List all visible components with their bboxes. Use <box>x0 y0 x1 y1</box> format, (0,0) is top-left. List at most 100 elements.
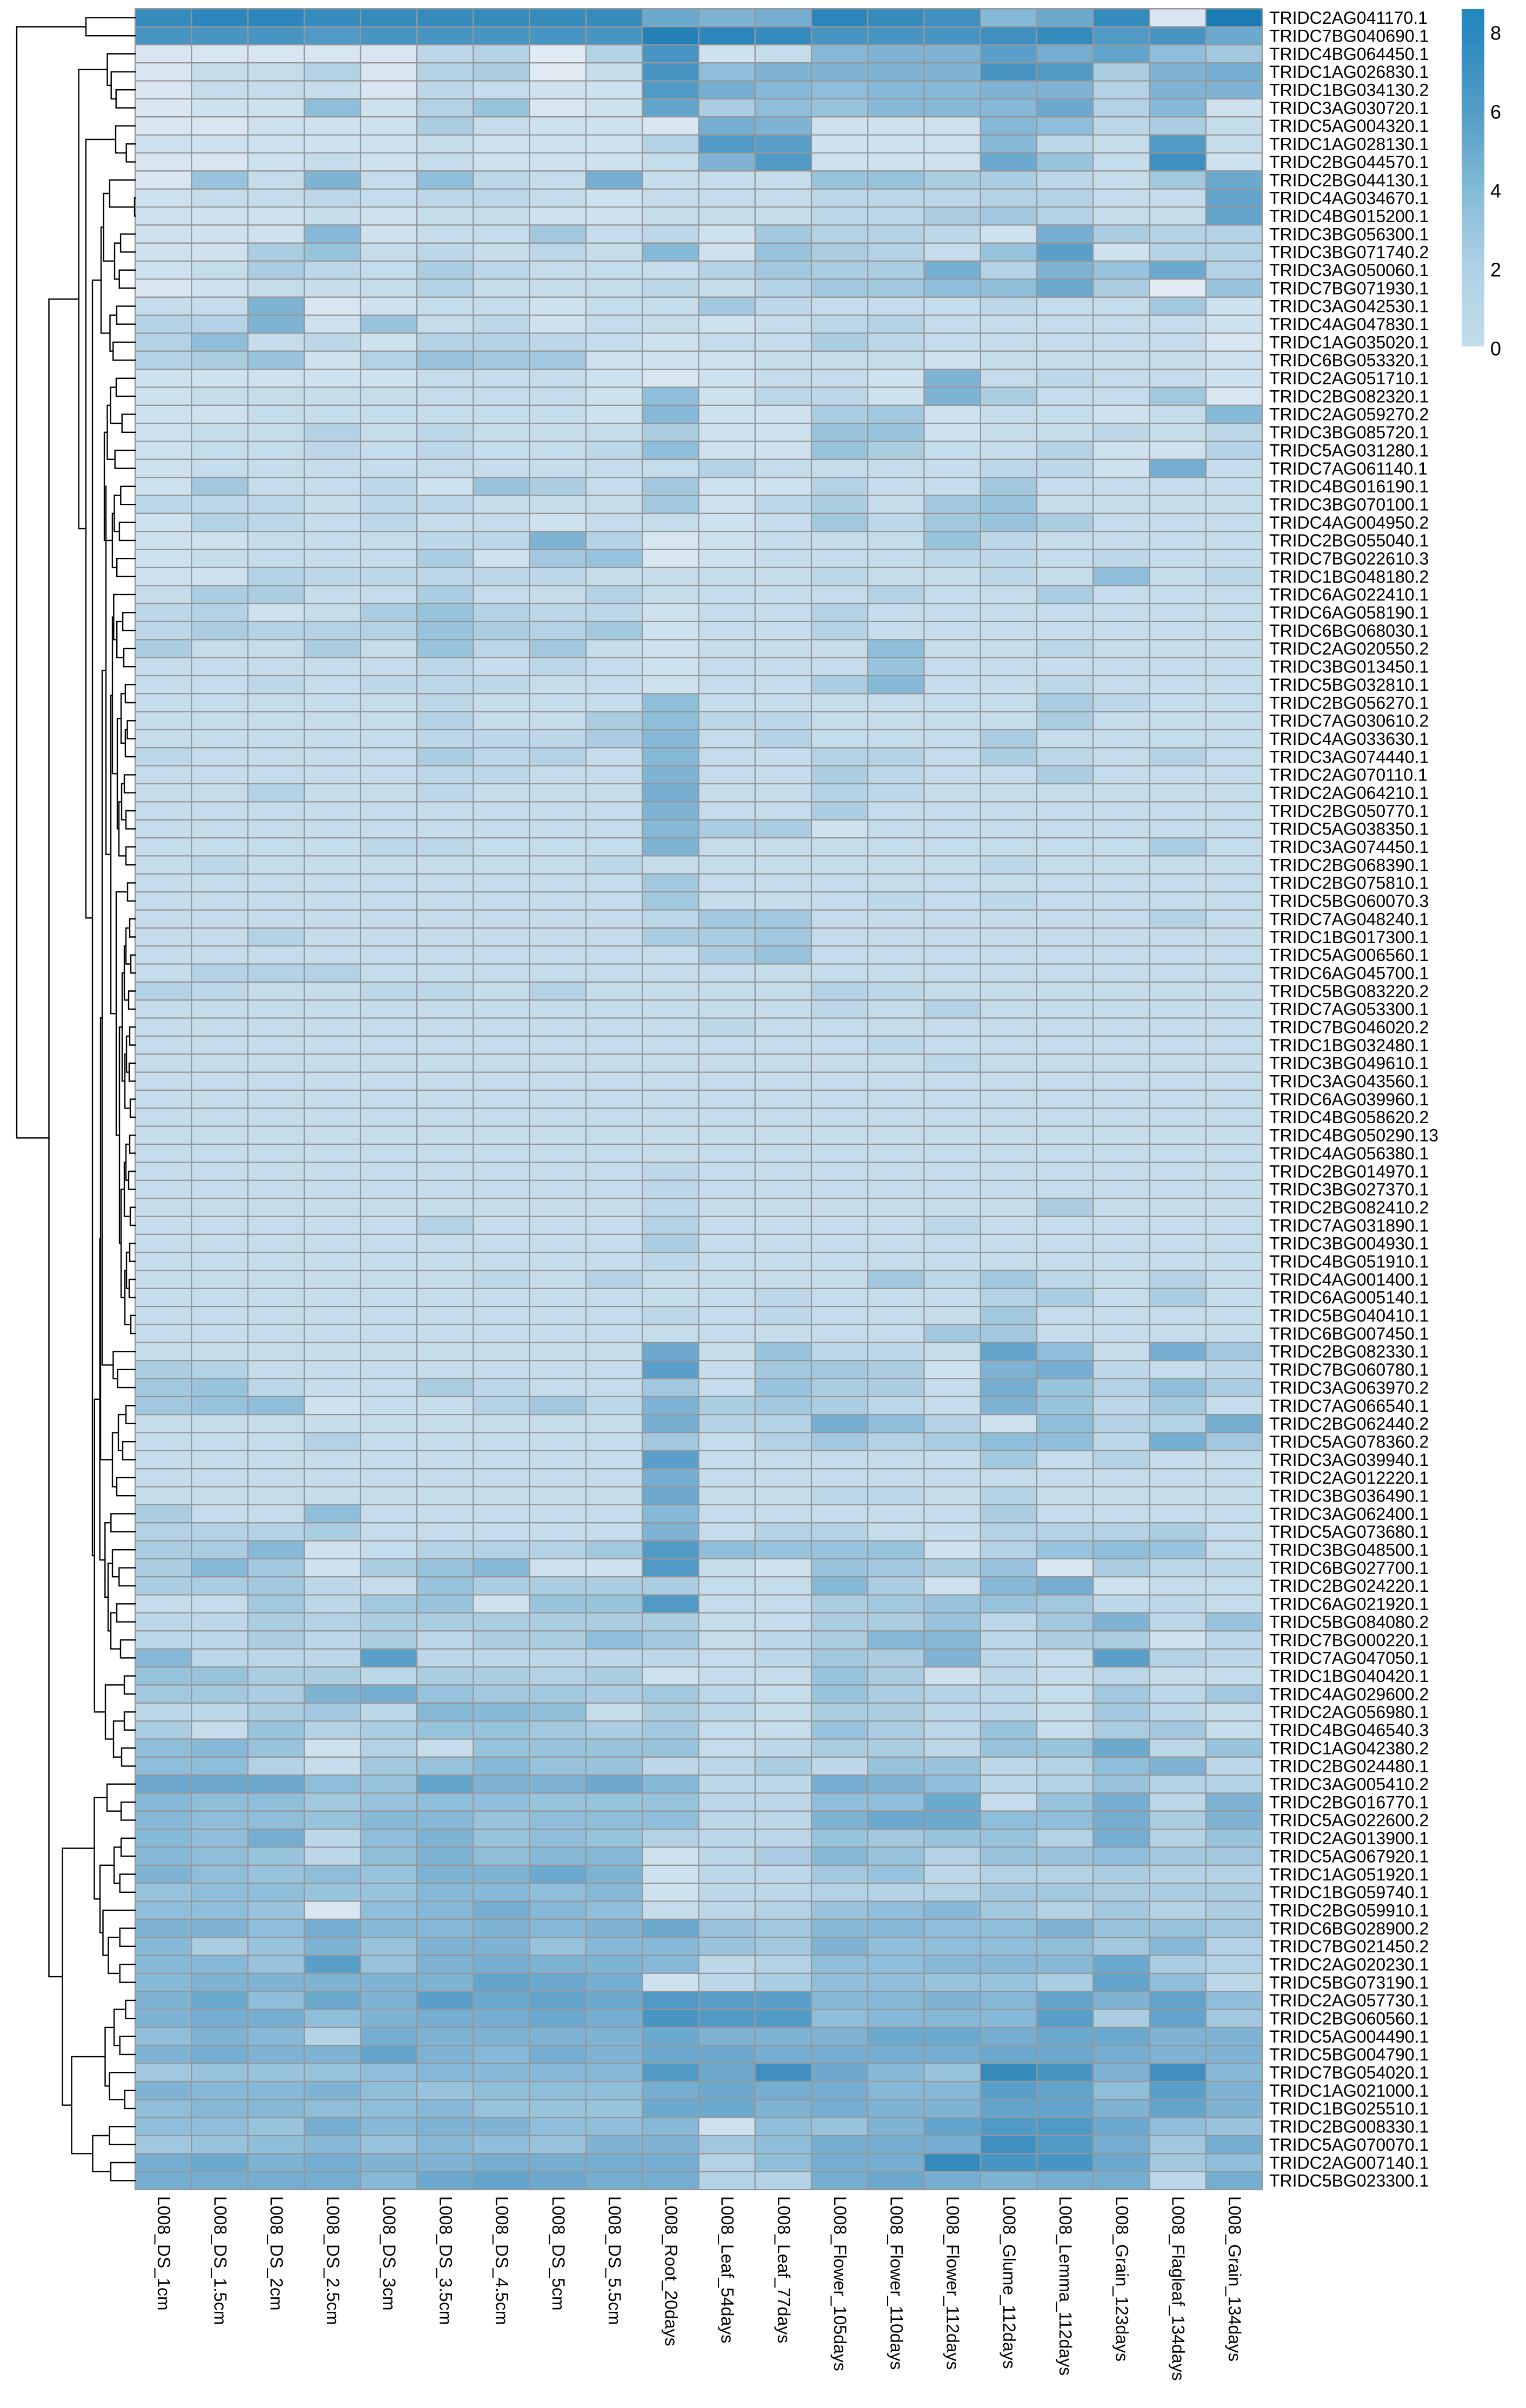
svg-text:TRIDC3BG013450.1: TRIDC3BG013450.1 <box>1269 657 1429 677</box>
svg-text:TRIDC3AG043560.1: TRIDC3AG043560.1 <box>1269 1072 1429 1091</box>
svg-text:2: 2 <box>1490 259 1501 281</box>
svg-text:TRIDC1BG048180.2: TRIDC1BG048180.2 <box>1269 567 1429 586</box>
svg-text:TRIDC7AG061140.1: TRIDC7AG061140.1 <box>1269 459 1428 478</box>
svg-text:TRIDC4BG050290.13: TRIDC4BG050290.13 <box>1269 1126 1438 1145</box>
svg-text:TRIDC5BG023300.1: TRIDC5BG023300.1 <box>1269 2171 1429 2191</box>
svg-text:TRIDC4BG051910.1: TRIDC4BG051910.1 <box>1269 1252 1429 1271</box>
svg-text:TRIDC1AG026830.1: TRIDC1AG026830.1 <box>1269 62 1429 82</box>
svg-text:TRIDC2AG012220.1: TRIDC2AG012220.1 <box>1269 1468 1429 1488</box>
svg-text:L008_DS_1.5cm: L008_DS_1.5cm <box>210 2196 230 2325</box>
svg-text:TRIDC3BG085720.1: TRIDC3BG085720.1 <box>1269 423 1429 442</box>
svg-text:TRIDC7AG030610.2: TRIDC7AG030610.2 <box>1269 711 1429 731</box>
svg-text:TRIDC5AG022600.2: TRIDC5AG022600.2 <box>1269 1811 1429 1830</box>
svg-text:0: 0 <box>1490 338 1501 360</box>
svg-text:L008_Grain_134days: L008_Grain_134days <box>1225 2196 1244 2362</box>
svg-text:TRIDC2BG055040.1: TRIDC2BG055040.1 <box>1269 531 1429 550</box>
svg-text:TRIDC4AG033630.1: TRIDC4AG033630.1 <box>1269 729 1429 749</box>
svg-text:L008_DS_3.5cm: L008_DS_3.5cm <box>436 2196 455 2325</box>
svg-text:TRIDC7AG031890.1: TRIDC7AG031890.1 <box>1269 1216 1429 1235</box>
svg-text:TRIDC2BG044570.1: TRIDC2BG044570.1 <box>1269 152 1429 172</box>
svg-text:TRIDC1BG034130.2: TRIDC1BG034130.2 <box>1269 81 1429 100</box>
svg-text:TRIDC6BG027700.1: TRIDC6BG027700.1 <box>1269 1558 1429 1578</box>
svg-text:L008_Flower_112days: L008_Flower_112days <box>943 2196 963 2370</box>
svg-text:TRIDC2BG062440.2: TRIDC2BG062440.2 <box>1269 1414 1429 1433</box>
svg-text:TRIDC7AG066540.1: TRIDC7AG066540.1 <box>1269 1396 1429 1416</box>
svg-text:TRIDC2AG070110.1: TRIDC2AG070110.1 <box>1269 765 1428 785</box>
svg-text:TRIDC3BG048500.1: TRIDC3BG048500.1 <box>1269 1540 1429 1560</box>
svg-text:TRIDC5AG038350.1: TRIDC5AG038350.1 <box>1269 819 1429 839</box>
svg-text:TRIDC4AG004950.2: TRIDC4AG004950.2 <box>1269 513 1429 532</box>
svg-text:TRIDC4BG058620.2: TRIDC4BG058620.2 <box>1269 1108 1429 1127</box>
svg-text:L008_Flower_105days: L008_Flower_105days <box>830 2196 850 2371</box>
svg-text:L008_DS_2cm: L008_DS_2cm <box>267 2196 286 2311</box>
svg-text:TRIDC6AG058190.1: TRIDC6AG058190.1 <box>1269 603 1429 623</box>
svg-text:TRIDC6AG005140.1: TRIDC6AG005140.1 <box>1269 1288 1429 1308</box>
svg-text:TRIDC3AG063970.2: TRIDC3AG063970.2 <box>1269 1378 1429 1397</box>
svg-text:TRIDC4AG047830.1: TRIDC4AG047830.1 <box>1269 315 1429 334</box>
svg-text:TRIDC2BG082410.2: TRIDC2BG082410.2 <box>1269 1198 1429 1217</box>
svg-text:TRIDC7BG060780.1: TRIDC7BG060780.1 <box>1269 1360 1429 1379</box>
svg-text:TRIDC2BG044130.1: TRIDC2BG044130.1 <box>1269 170 1429 190</box>
svg-text:L008_DS_1cm: L008_DS_1cm <box>154 2196 174 2311</box>
svg-text:TRIDC2AG041170.1: TRIDC2AG041170.1 <box>1269 8 1428 28</box>
svg-text:TRIDC4AG001400.1: TRIDC4AG001400.1 <box>1269 1270 1429 1289</box>
svg-text:TRIDC6AG021920.1: TRIDC6AG021920.1 <box>1269 1595 1429 1614</box>
svg-text:TRIDC3BG036490.1: TRIDC3BG036490.1 <box>1269 1486 1429 1506</box>
svg-text:L008_Leaf_77days: L008_Leaf_77days <box>774 2196 794 2343</box>
svg-text:TRIDC3AG039940.1: TRIDC3AG039940.1 <box>1269 1450 1429 1470</box>
svg-text:TRIDC2AG057730.1: TRIDC2AG057730.1 <box>1269 1991 1429 2010</box>
svg-text:L008_Leaf_54days: L008_Leaf_54days <box>718 2196 737 2343</box>
svg-text:TRIDC5AG078360.2: TRIDC5AG078360.2 <box>1269 1432 1429 1452</box>
svg-text:TRIDC7AG048240.1: TRIDC7AG048240.1 <box>1269 909 1429 929</box>
svg-text:TRIDC2BG008330.1: TRIDC2BG008330.1 <box>1269 2117 1429 2137</box>
svg-text:TRIDC3AG005410.2: TRIDC3AG005410.2 <box>1269 1775 1429 1794</box>
svg-text:L008_Grain_123days: L008_Grain_123days <box>1112 2196 1131 2362</box>
svg-text:TRIDC6BG028900.2: TRIDC6BG028900.2 <box>1269 1919 1429 1938</box>
svg-text:TRIDC1BG059740.1: TRIDC1BG059740.1 <box>1269 1883 1429 1902</box>
svg-text:TRIDC5BG084080.2: TRIDC5BG084080.2 <box>1269 1612 1429 1632</box>
svg-text:TRIDC4BG064450.1: TRIDC4BG064450.1 <box>1269 44 1429 64</box>
svg-text:TRIDC2BG024480.1: TRIDC2BG024480.1 <box>1269 1757 1429 1776</box>
svg-text:TRIDC5AG070070.1: TRIDC5AG070070.1 <box>1269 2135 1429 2154</box>
svg-text:TRIDC1AG021000.1: TRIDC1AG021000.1 <box>1269 2081 1429 2100</box>
svg-text:TRIDC4BG016190.1: TRIDC4BG016190.1 <box>1269 477 1429 496</box>
svg-text:L008_DS_3cm: L008_DS_3cm <box>379 2196 399 2311</box>
svg-text:TRIDC1AG042380.2: TRIDC1AG042380.2 <box>1269 1738 1429 1758</box>
svg-text:TRIDC3AG074440.1: TRIDC3AG074440.1 <box>1269 747 1429 766</box>
svg-text:TRIDC7BG021450.2: TRIDC7BG021450.2 <box>1269 1937 1429 1956</box>
svg-text:TRIDC4AG056380.1: TRIDC4AG056380.1 <box>1269 1144 1429 1163</box>
svg-text:TRIDC6BG068030.1: TRIDC6BG068030.1 <box>1269 621 1429 641</box>
svg-text:L008_Root_20days: L008_Root_20days <box>661 2196 681 2346</box>
svg-text:TRIDC2BG082320.1: TRIDC2BG082320.1 <box>1269 386 1429 406</box>
svg-text:TRIDC5AG004490.1: TRIDC5AG004490.1 <box>1269 2027 1429 2046</box>
svg-text:TRIDC3AG042530.1: TRIDC3AG042530.1 <box>1269 297 1429 316</box>
svg-text:TRIDC7BG071930.1: TRIDC7BG071930.1 <box>1269 278 1429 298</box>
svg-text:6: 6 <box>1490 101 1501 123</box>
svg-text:TRIDC2AG020550.2: TRIDC2AG020550.2 <box>1269 639 1429 658</box>
svg-text:TRIDC3BG071740.2: TRIDC3BG071740.2 <box>1269 243 1429 262</box>
svg-text:TRIDC4AG029600.2: TRIDC4AG029600.2 <box>1269 1684 1429 1704</box>
svg-text:TRIDC2BG014970.1: TRIDC2BG014970.1 <box>1269 1162 1429 1181</box>
svg-text:TRIDC3AG050060.1: TRIDC3AG050060.1 <box>1269 261 1429 280</box>
svg-text:TRIDC5AG031280.1: TRIDC5AG031280.1 <box>1269 441 1429 460</box>
svg-text:TRIDC2BG059910.1: TRIDC2BG059910.1 <box>1269 1900 1429 1920</box>
svg-text:TRIDC3BG070100.1: TRIDC3BG070100.1 <box>1269 495 1429 515</box>
svg-text:TRIDC2AG059270.2: TRIDC2AG059270.2 <box>1269 405 1429 424</box>
svg-text:TRIDC2BG016770.1: TRIDC2BG016770.1 <box>1269 1792 1429 1812</box>
svg-text:TRIDC5BG032810.1: TRIDC5BG032810.1 <box>1269 675 1429 695</box>
svg-text:TRIDC2BG050770.1: TRIDC2BG050770.1 <box>1269 801 1429 821</box>
svg-text:TRIDC5BG073190.1: TRIDC5BG073190.1 <box>1269 1973 1429 1992</box>
svg-text:TRIDC7BG054020.1: TRIDC7BG054020.1 <box>1269 2063 1429 2083</box>
svg-text:TRIDC5BG083220.2: TRIDC5BG083220.2 <box>1269 982 1429 1001</box>
svg-text:TRIDC7BG000220.1: TRIDC7BG000220.1 <box>1269 1630 1429 1650</box>
svg-text:TRIDC2BG068390.1: TRIDC2BG068390.1 <box>1269 855 1429 875</box>
svg-text:TRIDC3AG062400.1: TRIDC3AG062400.1 <box>1269 1504 1429 1524</box>
svg-text:TRIDC7BG022610.3: TRIDC7BG022610.3 <box>1269 549 1429 569</box>
svg-text:TRIDC5BG004790.1: TRIDC5BG004790.1 <box>1269 2045 1429 2064</box>
svg-text:TRIDC5AG067920.1: TRIDC5AG067920.1 <box>1269 1846 1429 1866</box>
svg-text:TRIDC2AG020230.1: TRIDC2AG020230.1 <box>1269 1955 1429 1975</box>
svg-text:TRIDC6AG045700.1: TRIDC6AG045700.1 <box>1269 964 1429 983</box>
svg-text:TRIDC2AG013900.1: TRIDC2AG013900.1 <box>1269 1829 1429 1848</box>
svg-text:TRIDC3BG027370.1: TRIDC3BG027370.1 <box>1269 1180 1429 1199</box>
svg-text:TRIDC3AG074450.1: TRIDC3AG074450.1 <box>1269 837 1429 857</box>
